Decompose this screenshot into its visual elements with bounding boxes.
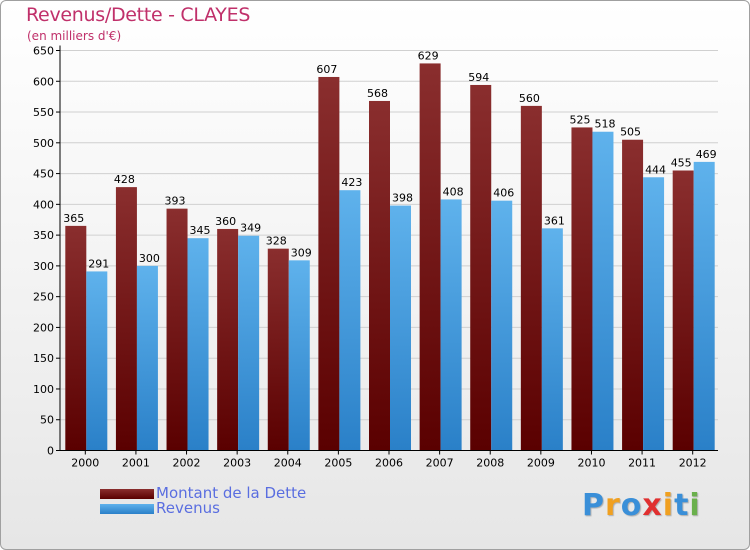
y-tick-label-500: 500 (33, 137, 54, 150)
bar-dette-2005 (318, 76, 340, 451)
bar-revenus-2003 (238, 235, 260, 451)
bar-revenus-2009 (541, 228, 563, 451)
data-label-revenus-2004: 309 (291, 246, 312, 259)
logo-letter-4: i (662, 488, 675, 523)
bar-dette-2010 (571, 127, 593, 451)
bar-dette-2000 (65, 225, 87, 451)
bar-dette-2009 (520, 105, 542, 451)
x-tick-label-2009: 2009 (527, 457, 555, 470)
bar-dette-2011 (622, 139, 644, 451)
bar-dette-2001 (115, 187, 137, 451)
y-tick-label-50: 50 (40, 414, 54, 427)
bar-dette-2004 (267, 248, 289, 451)
bar-revenus-2005 (339, 190, 361, 451)
logo-letter-3: x (642, 488, 663, 523)
legend-label-dette: Montant de la Dette (156, 484, 307, 502)
data-label-dette-2005: 607 (316, 63, 337, 76)
x-tick-label-2003: 2003 (223, 457, 251, 470)
x-tick-label-2010: 2010 (577, 457, 605, 470)
logo-letter-6: i (689, 488, 701, 523)
data-label-dette-2002: 393 (165, 195, 186, 208)
y-tick-label-300: 300 (33, 260, 54, 273)
bar-dette-2006 (369, 100, 390, 451)
data-label-revenus-2011: 444 (645, 163, 666, 176)
logo-letter-2: o (620, 488, 643, 523)
bar-revenus-2001 (136, 265, 158, 451)
data-label-dette-2008: 594 (468, 71, 489, 84)
x-tick-label-2000: 2000 (71, 457, 99, 470)
y-tick-label-400: 400 (33, 198, 54, 211)
data-label-dette-2006: 568 (367, 87, 388, 100)
bar-revenus-2006 (390, 205, 411, 451)
y-tick-label-600: 600 (33, 75, 54, 88)
data-label-revenus-2001: 300 (139, 252, 160, 265)
logo-letter-0: P (582, 488, 605, 523)
y-tick-label-100: 100 (33, 383, 54, 396)
data-label-dette-2004: 328 (266, 235, 287, 248)
data-label-revenus-2010: 518 (594, 118, 615, 131)
x-tick-label-2008: 2008 (476, 457, 504, 470)
y-tick-label-0: 0 (47, 445, 54, 458)
bar-dette-2012 (672, 170, 694, 451)
chart-subtitle: (en milliers d'€) (27, 29, 122, 43)
bar-revenus-2012 (693, 161, 715, 451)
bar-revenus-2004 (288, 260, 310, 451)
bar-revenus-2010 (592, 131, 614, 451)
data-label-revenus-2005: 423 (341, 176, 362, 189)
data-label-dette-2003: 360 (215, 215, 236, 228)
y-tick-label-350: 350 (33, 229, 54, 242)
data-label-revenus-2003: 349 (240, 222, 261, 235)
data-label-revenus-2012: 469 (696, 148, 717, 161)
data-label-dette-2001: 428 (114, 173, 135, 186)
data-label-revenus-2006: 398 (392, 192, 413, 205)
bar-revenus-2008 (491, 200, 513, 451)
bar-revenus-2002 (187, 238, 209, 451)
bar-dette-2007 (419, 63, 441, 451)
data-label-revenus-2007: 408 (443, 185, 464, 198)
data-label-dette-2011: 505 (620, 126, 641, 139)
x-tick-label-2002: 2002 (173, 457, 201, 470)
bar-dette-2008 (470, 84, 492, 451)
data-label-revenus-2008: 406 (493, 187, 514, 200)
data-label-dette-2000: 365 (63, 212, 84, 225)
bar-dette-2003 (217, 228, 239, 451)
x-tick-label-2012: 2012 (679, 457, 707, 470)
bar-revenus-2000 (86, 271, 108, 451)
logo-letter-1: r (605, 488, 621, 523)
y-tick-label-150: 150 (33, 352, 54, 365)
legend-item-revenus: Revenus (100, 499, 360, 518)
x-tick-label-2006: 2006 (375, 457, 403, 470)
y-tick-label-250: 250 (33, 291, 54, 304)
legend-swatch-revenus (100, 504, 154, 514)
x-tick-label-2001: 2001 (122, 457, 150, 470)
data-label-dette-2007: 629 (418, 49, 439, 62)
data-label-revenus-2002: 345 (190, 224, 211, 237)
bar-revenus-2007 (440, 199, 462, 451)
y-tick-label-450: 450 (33, 168, 54, 181)
legend-label-revenus: Revenus (156, 499, 220, 517)
logo-letter-5: t (674, 488, 690, 523)
data-label-revenus-2000: 291 (88, 257, 109, 270)
y-tick-label-550: 550 (33, 106, 54, 119)
data-label-dette-2009: 560 (519, 92, 540, 105)
x-tick-label-2007: 2007 (426, 457, 454, 470)
data-label-revenus-2009: 361 (544, 214, 565, 227)
x-tick-label-2011: 2011 (628, 457, 656, 470)
data-label-dette-2012: 455 (671, 157, 692, 170)
y-tick-label-650: 650 (33, 45, 54, 58)
legend-swatch-dette (100, 489, 154, 499)
bar-revenus-2011 (643, 177, 665, 451)
x-tick-label-2004: 2004 (274, 457, 302, 470)
chart-title: Revenus/Dette - CLAYES (26, 4, 251, 26)
legend-item-dette: Montant de la Dette (100, 484, 360, 503)
y-tick-label-200: 200 (33, 321, 54, 334)
data-label-dette-2010: 525 (569, 113, 590, 126)
x-tick-label-2005: 2005 (324, 457, 352, 470)
bar-dette-2002 (166, 208, 188, 451)
proxiti-logo: Proxiti (582, 488, 701, 523)
